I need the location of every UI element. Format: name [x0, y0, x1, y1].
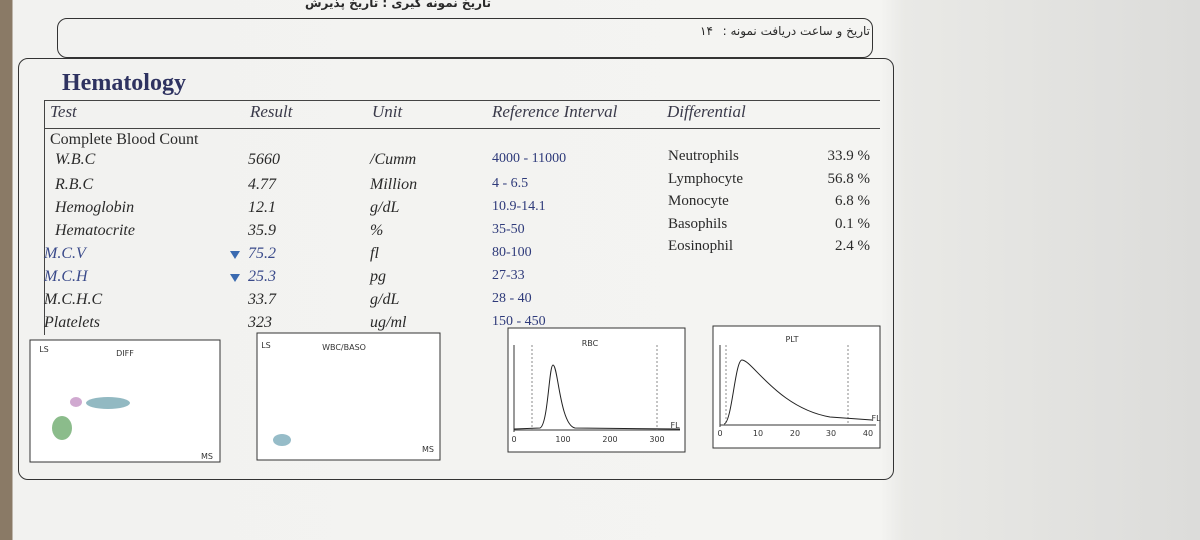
column-header: Test — [50, 102, 77, 121]
rule — [44, 100, 880, 101]
result: 4.77 — [248, 176, 276, 193]
result: 323 — [248, 314, 272, 331]
axis-label: MS — [422, 445, 434, 454]
plot-frame — [507, 327, 686, 453]
scatter-cluster — [70, 397, 82, 407]
unit: g/dL — [370, 199, 400, 216]
sampling-date: تاریخ نمونه گیری : تاریخ پذیرش — [305, 0, 491, 10]
differential-name: Basophils — [668, 215, 728, 232]
test-name: Hemoglobin — [55, 199, 135, 216]
differential-name: Eosinophil — [668, 238, 734, 254]
header-box — [57, 18, 873, 58]
unit: ug/ml — [370, 314, 407, 331]
rbc-curve — [513, 364, 681, 430]
reference-interval: 150 - 450 — [492, 314, 546, 329]
x-tick-label: 10 — [753, 429, 763, 438]
plot-title: DIFF — [116, 349, 134, 358]
x-tick-label: 100 — [555, 435, 570, 444]
test-name: M.C.V — [44, 245, 86, 262]
axis-label: FL — [670, 421, 680, 430]
differential-value: 2.4 % — [835, 238, 870, 254]
differential-value: 56.8 % — [827, 170, 871, 187]
differential-value: 6.8 % — [835, 193, 870, 209]
test-name: Hematocrite — [55, 222, 135, 239]
plot-title: PLT — [785, 335, 798, 344]
reference-interval: 80-100 — [492, 245, 532, 260]
differential-value: 33.9 % — [827, 148, 871, 164]
unit: g/dL — [370, 291, 400, 308]
received-value: ۱۴ — [700, 24, 713, 38]
result: 75.2 — [248, 245, 276, 262]
test-name: M.C.H.C — [44, 291, 103, 308]
result: 5660 — [248, 151, 280, 168]
scatter-cluster — [86, 397, 130, 409]
rule — [44, 128, 880, 129]
unit: /Cumm — [370, 151, 417, 168]
section-title: Hematology — [62, 70, 186, 96]
unit: Million — [370, 176, 418, 193]
axis-label: LS — [39, 345, 49, 354]
plt-curve — [723, 359, 873, 425]
x-tick-label: 40 — [863, 429, 873, 438]
axis-label: MS — [201, 452, 213, 461]
unit: fl — [370, 245, 379, 262]
x-tick-label: 0 — [717, 429, 722, 438]
column-header: Result — [250, 102, 293, 121]
reference-interval: 35-50 — [492, 222, 525, 237]
rule — [44, 100, 45, 335]
axis-label: LS — [261, 341, 271, 350]
scatter-cluster — [273, 434, 291, 446]
low-flag — [230, 251, 240, 259]
unit: % — [370, 222, 384, 239]
x-tick-label: 30 — [826, 429, 836, 438]
test-name: M.C.H — [44, 268, 88, 285]
reference-interval: 4 - 6.5 — [492, 176, 529, 191]
test-name: W.B.C — [55, 151, 96, 168]
hematology-box — [18, 58, 894, 480]
group-title: Complete Blood Count — [50, 131, 199, 148]
column-header: Reference Interval — [492, 102, 618, 121]
result: 25.3 — [248, 268, 276, 285]
test-name: R.B.C — [55, 176, 94, 193]
x-tick-label: 200 — [602, 435, 617, 444]
x-tick-label: 0 — [511, 435, 516, 444]
x-tick-label: 300 — [649, 435, 664, 444]
x-tick-label: 20 — [790, 429, 800, 438]
reference-interval: 10.9-14.1 — [492, 199, 546, 214]
differential-value: 0.1 % — [835, 215, 870, 232]
plot-title: WBC/BASO — [322, 343, 366, 352]
plot-title: RBC — [582, 339, 599, 348]
column-header: Unit — [372, 102, 403, 121]
received-label: تاریخ و ساعت دریافت نمونه : — [722, 24, 870, 38]
low-flag — [230, 274, 240, 282]
axis-label: FL — [871, 414, 881, 423]
plot-frame — [712, 325, 881, 449]
unit: pg — [370, 268, 386, 285]
reference-interval: 4000 - 11000 — [492, 151, 567, 166]
differential-name: Lymphocyte — [668, 170, 743, 187]
result: 35.9 — [248, 222, 276, 239]
differential-name: Monocyte — [668, 193, 729, 209]
result: 33.7 — [248, 291, 276, 308]
test-name: Platelets — [44, 314, 100, 331]
column-header: Differential — [667, 102, 746, 121]
differential-name: Neutrophils — [668, 148, 739, 164]
reference-interval: 28 - 40 — [492, 291, 532, 306]
result: 12.1 — [248, 199, 276, 216]
reference-interval: 27-33 — [492, 268, 525, 283]
scatter-cluster — [52, 416, 72, 440]
